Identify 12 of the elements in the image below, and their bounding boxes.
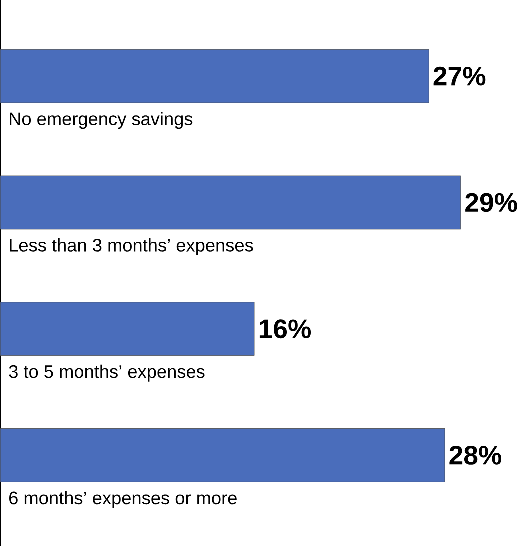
bar <box>0 302 255 356</box>
bar <box>0 428 446 482</box>
data-label: 28% <box>450 446 502 465</box>
bar <box>0 49 430 104</box>
y-tick-label: 3 to 5 months’ expenses <box>9 364 205 382</box>
y-tick-label: No emergency savings <box>10 112 193 130</box>
data-label: 16% <box>260 320 312 339</box>
data-label: 29% <box>466 193 518 212</box>
y-tick-label: 6 months’ expenses or more <box>10 491 238 508</box>
bar <box>0 176 462 230</box>
data-label: 27% <box>434 66 486 86</box>
y-tick-label: Less than 3 months’ expenses <box>10 238 254 256</box>
